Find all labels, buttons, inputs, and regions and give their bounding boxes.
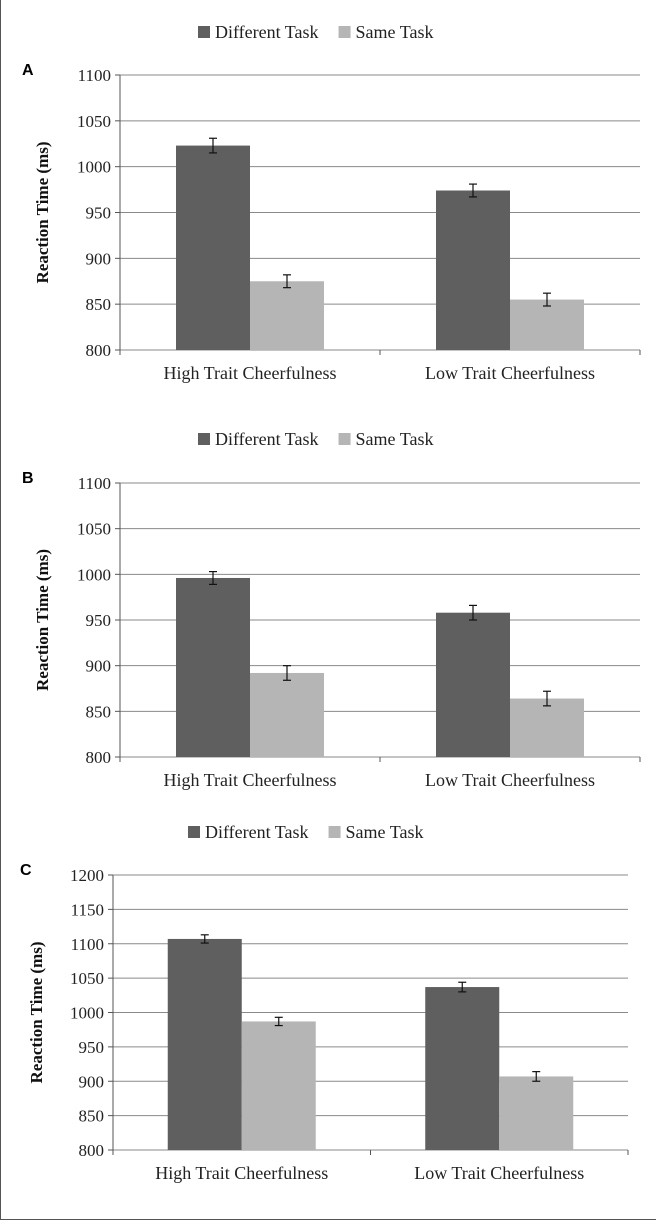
legend-label: Same Task <box>356 429 434 449</box>
legend-swatch <box>338 26 351 38</box>
y-tick-label: 900 <box>79 1072 105 1091</box>
chart-panel-b: B Different Task Same Task 800 850 900 950 1000… <box>22 429 641 790</box>
legend-swatch <box>328 826 341 838</box>
bar <box>510 698 584 757</box>
y-tick-label: 800 <box>86 341 112 360</box>
y-tick-label: 1050 <box>77 520 111 539</box>
y-tick-label: 1000 <box>77 565 111 584</box>
bar <box>436 612 510 757</box>
legend-swatch <box>338 433 351 445</box>
bar <box>241 1021 316 1150</box>
bar <box>436 190 510 350</box>
x-category-label: Low Trait Cheerfulness <box>425 363 595 383</box>
y-tick-label: 900 <box>86 657 112 676</box>
y-tick-label: 1100 <box>78 66 111 85</box>
y-axis-title: Reaction Time (ms) <box>33 142 52 284</box>
legend-label: Same Task <box>346 822 424 842</box>
legend-swatch <box>188 826 200 838</box>
legend-swatch <box>198 433 210 445</box>
bar <box>250 281 324 350</box>
y-tick-label: 1150 <box>71 900 104 919</box>
x-category-label: Low Trait Cheerfulness <box>425 770 595 790</box>
y-tick-label: 850 <box>79 1107 105 1126</box>
y-tick-label: 1100 <box>71 935 104 954</box>
legend-label: Different Task <box>215 429 319 449</box>
y-tick-label: 1000 <box>77 158 111 177</box>
legend-swatch <box>198 26 210 38</box>
x-category-label: Low Trait Cheerfulness <box>414 1163 584 1183</box>
y-tick-label: 950 <box>86 204 112 223</box>
y-tick-label: 850 <box>86 295 112 314</box>
x-category-label: High Trait Cheerfulness <box>164 363 337 383</box>
legend-label: Same Task <box>356 22 434 42</box>
bar <box>176 577 250 757</box>
y-tick-label: 950 <box>86 611 112 630</box>
panel-letter: A <box>22 62 34 79</box>
y-tick-label: 1000 <box>70 1004 104 1023</box>
y-tick-label: 1100 <box>78 474 111 493</box>
bar <box>250 672 324 757</box>
y-tick-label: 850 <box>86 702 112 721</box>
x-category-label: High Trait Cheerfulness <box>164 770 337 790</box>
y-tick-label: 1050 <box>77 112 111 131</box>
y-axis-title: Reaction Time (ms) <box>27 942 46 1084</box>
legend-label: Different Task <box>205 822 309 842</box>
y-tick-label: 1050 <box>70 969 104 988</box>
chart-panel-a: A Different Task Same Task 800 850 900 950 1000… <box>22 22 641 383</box>
x-category-label: High Trait Cheerfulness <box>155 1163 328 1183</box>
y-tick-label: 1200 <box>70 866 104 885</box>
panel-letter: C <box>20 862 32 879</box>
y-tick-label: 950 <box>79 1038 105 1057</box>
bar <box>176 145 250 350</box>
y-axis-title: Reaction Time (ms) <box>33 549 52 691</box>
bar <box>167 938 242 1150</box>
bar <box>499 1076 574 1150</box>
y-tick-label: 900 <box>86 249 112 268</box>
y-tick-label: 800 <box>79 1141 105 1160</box>
chart-panel-c: C Different Task Same Task 800 850 900 950 1000… <box>20 822 629 1183</box>
panel-letter: B <box>22 470 34 487</box>
bar <box>510 299 584 350</box>
y-tick-label: 800 <box>86 748 112 767</box>
legend-label: Different Task <box>215 22 319 42</box>
bar <box>425 987 500 1150</box>
